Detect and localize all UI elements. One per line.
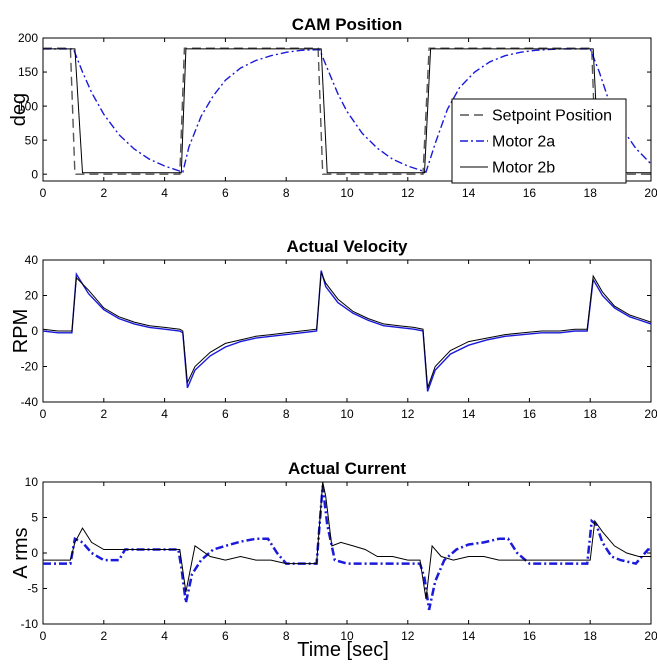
y-tick-label: -20 [21, 360, 39, 374]
x-tick-label: 2 [100, 407, 107, 421]
x-tick-label: 10 [340, 186, 354, 200]
x-tick-label: 2 [100, 629, 107, 643]
x-tick-label: 12 [401, 186, 415, 200]
series-line-motor-2b [43, 272, 651, 388]
legend-label: Motor 2b [492, 160, 555, 177]
x-tick-label: 14 [462, 629, 476, 643]
series-line-motor-2b [43, 48, 651, 174]
x-tick-label: 14 [462, 407, 476, 421]
x-tick-label: 18 [584, 186, 598, 200]
y-tick-label: -5 [27, 582, 38, 596]
x-tick-label: 4 [161, 407, 168, 421]
x-tick-label: 8 [283, 186, 290, 200]
y-tick-label: -10 [21, 617, 39, 631]
x-tick-label: 12 [401, 407, 415, 421]
x-tick-label: 0 [40, 407, 47, 421]
y-tick-label: 0 [31, 324, 38, 338]
y-tick-label: 100 [18, 99, 38, 113]
legend-label: Motor 2a [492, 134, 555, 151]
x-tick-label: 4 [161, 629, 168, 643]
chart-title: Actual Current [288, 459, 406, 478]
x-tick-label: 16 [523, 407, 537, 421]
y-tick-label: 10 [25, 475, 39, 489]
x-tick-label: 8 [283, 629, 290, 643]
y-axis-label: A rms [10, 527, 32, 578]
x-tick-label: 6 [222, 629, 229, 643]
y-axis-label: RPM [10, 309, 32, 353]
x-axis-label: Time [sec] [297, 639, 389, 661]
y-axis-label: deg [8, 93, 30, 126]
y-tick-label: 20 [25, 289, 39, 303]
y-tick-label: -40 [21, 395, 39, 409]
x-tick-label: 14 [462, 186, 476, 200]
x-tick-label: 10 [340, 407, 354, 421]
x-tick-label: 20 [644, 186, 657, 200]
x-tick-label: 6 [222, 407, 229, 421]
y-tick-label: 200 [18, 31, 38, 45]
chart-title: CAM Position [292, 15, 403, 34]
x-tick-label: 20 [644, 629, 657, 643]
y-tick-label: 40 [25, 253, 39, 267]
y-tick-label: 0 [31, 167, 38, 181]
chart-title: Actual Velocity [287, 237, 408, 256]
series-line-setpoint-position [43, 47, 651, 175]
legend-label: Setpoint Position [492, 108, 612, 125]
plot-area [42, 481, 652, 625]
x-tick-label: 16 [523, 629, 537, 643]
series-line-motor-2a [43, 270, 651, 392]
x-tick-label: 16 [523, 186, 537, 200]
y-tick-label: 0 [31, 546, 38, 560]
x-tick-label: 18 [584, 407, 598, 421]
series-line-motor-2b [43, 482, 651, 600]
x-tick-label: 18 [584, 629, 598, 643]
y-tick-label: 50 [25, 133, 39, 147]
x-tick-label: 0 [40, 186, 47, 200]
x-tick-label: 20 [644, 407, 657, 421]
y-tick-label: 5 [31, 511, 38, 525]
y-tick-label: 150 [18, 65, 38, 79]
series-line-motor-2a [43, 48, 651, 174]
x-tick-label: 8 [283, 407, 290, 421]
x-tick-label: 10 [340, 629, 354, 643]
x-tick-label: 12 [401, 629, 415, 643]
x-tick-label: 6 [222, 186, 229, 200]
x-tick-label: 2 [100, 186, 107, 200]
x-tick-label: 0 [40, 629, 47, 643]
x-tick-label: 4 [161, 186, 168, 200]
